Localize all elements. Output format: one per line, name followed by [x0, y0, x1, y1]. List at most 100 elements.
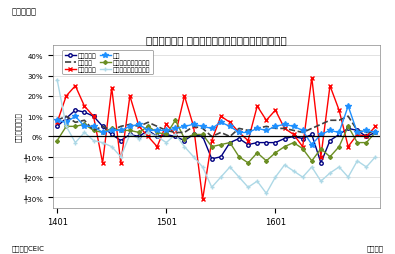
- 精密エンジニアリング: [146, 125, 150, 128]
- 電子製品: [218, 131, 223, 134]
- 精密エンジニアリング: [91, 129, 96, 132]
- 輸送エンジニアリング: [355, 160, 359, 163]
- 精密エンジニアリング: [327, 156, 332, 159]
- 輸送エンジニアリング: [55, 79, 60, 82]
- 電子製品: [173, 131, 178, 134]
- 製造業生産: [109, 133, 114, 136]
- バイオ医療: [291, 133, 296, 136]
- 電子製品: [164, 129, 169, 132]
- 製造業生産: [118, 139, 123, 142]
- 製造業生産: [264, 141, 269, 145]
- 輸送エンジニアリング: [64, 125, 69, 128]
- 製造業生産: [291, 135, 296, 138]
- 電子製品: [128, 123, 132, 126]
- 精密エンジニアリング: [218, 144, 223, 147]
- 輸送エンジニアリング: [164, 141, 169, 145]
- バイオ医療: [327, 85, 332, 88]
- 電子製品: [355, 129, 359, 132]
- 輸送エンジニアリング: [309, 166, 314, 169]
- 製造業生産: [346, 127, 350, 130]
- 電子製品: [346, 115, 350, 118]
- 製造業生産: [273, 141, 278, 145]
- 輸送エンジニアリング: [237, 176, 241, 179]
- 化学: [373, 131, 378, 134]
- Text: （月次）: （月次）: [366, 245, 383, 251]
- 電子製品: [146, 121, 150, 124]
- バイオ医療: [182, 95, 187, 98]
- 電子製品: [309, 127, 314, 130]
- 化学: [282, 123, 287, 126]
- 化学: [109, 129, 114, 132]
- 化学: [100, 131, 105, 134]
- 精密エンジニアリング: [100, 131, 105, 134]
- 製造業生産: [100, 125, 105, 128]
- 電子製品: [273, 127, 278, 130]
- 輸送エンジニアリング: [146, 131, 150, 134]
- 電子製品: [300, 131, 305, 134]
- 精密エンジニアリング: [355, 141, 359, 145]
- 精密エンジニアリング: [291, 141, 296, 145]
- 製造業生産: [364, 135, 369, 138]
- 輸送エンジニアリング: [109, 146, 114, 149]
- 電子製品: [246, 129, 250, 132]
- 製造業生産: [246, 144, 250, 147]
- 製造業生産: [300, 137, 305, 140]
- 製造業生産: [373, 131, 378, 134]
- 製造業生産: [91, 115, 96, 118]
- バイオ医療: [82, 105, 87, 108]
- 電子製品: [155, 125, 160, 128]
- 製造業生産: [327, 139, 332, 142]
- 製造業生産: [309, 133, 314, 136]
- 輸送エンジニアリング: [246, 186, 250, 189]
- 輸送エンジニアリング: [228, 166, 232, 169]
- 製造業生産: [82, 111, 87, 114]
- バイオ医療: [146, 135, 150, 138]
- 化学: [182, 125, 187, 128]
- 化学: [264, 129, 269, 132]
- 製造業生産: [209, 158, 214, 161]
- 化学: [346, 105, 350, 108]
- 化学: [273, 125, 278, 128]
- 化学: [246, 131, 250, 134]
- 輸送エンジニアリング: [173, 133, 178, 136]
- Line: 化学: 化学: [55, 104, 378, 148]
- 電子製品: [282, 127, 287, 130]
- バイオ医療: [355, 133, 359, 136]
- 電子製品: [237, 127, 241, 130]
- 精密エンジニアリング: [200, 133, 205, 136]
- 電子製品: [73, 121, 78, 124]
- 製造業生産: [337, 133, 341, 136]
- バイオ医療: [246, 139, 250, 142]
- 精密エンジニアリング: [228, 141, 232, 145]
- 化学: [73, 115, 78, 118]
- バイオ医療: [346, 146, 350, 149]
- 輸送エンジニアリング: [118, 156, 123, 159]
- Legend: 製造業生産, 電子製品, バイオ医療, 化学, 精密エンジニアリング, 輸送エンジニアリング: 製造業生産, 電子製品, バイオ医療, 化学, 精密エンジニアリング, 輸送エン…: [62, 51, 153, 75]
- 精密エンジニアリング: [55, 139, 60, 142]
- 輸送エンジニアリング: [191, 156, 196, 159]
- 輸送エンジニアリング: [373, 156, 378, 159]
- バイオ医療: [128, 95, 132, 98]
- 輸送エンジニアリング: [137, 137, 141, 140]
- Line: バイオ医療: バイオ医療: [55, 76, 378, 202]
- 化学: [318, 133, 323, 136]
- バイオ医療: [218, 115, 223, 118]
- バイオ医療: [91, 115, 96, 118]
- 輸送エンジニアリング: [128, 133, 132, 136]
- 精密エンジニアリング: [246, 162, 250, 165]
- バイオ医療: [191, 125, 196, 128]
- 化学: [209, 127, 214, 130]
- 輸送エンジニアリング: [327, 172, 332, 175]
- 電子製品: [64, 115, 69, 118]
- 輸送エンジニアリング: [318, 180, 323, 183]
- 精密エンジニアリング: [64, 125, 69, 128]
- 化学: [237, 131, 241, 134]
- 製造業生産: [164, 133, 169, 136]
- 輸送エンジニアリング: [282, 164, 287, 167]
- 化学: [155, 129, 160, 132]
- 電子製品: [337, 119, 341, 122]
- 化学: [146, 129, 150, 132]
- 製造業生産: [237, 137, 241, 140]
- 輸送エンジニアリング: [100, 141, 105, 145]
- 製造業生産: [282, 137, 287, 140]
